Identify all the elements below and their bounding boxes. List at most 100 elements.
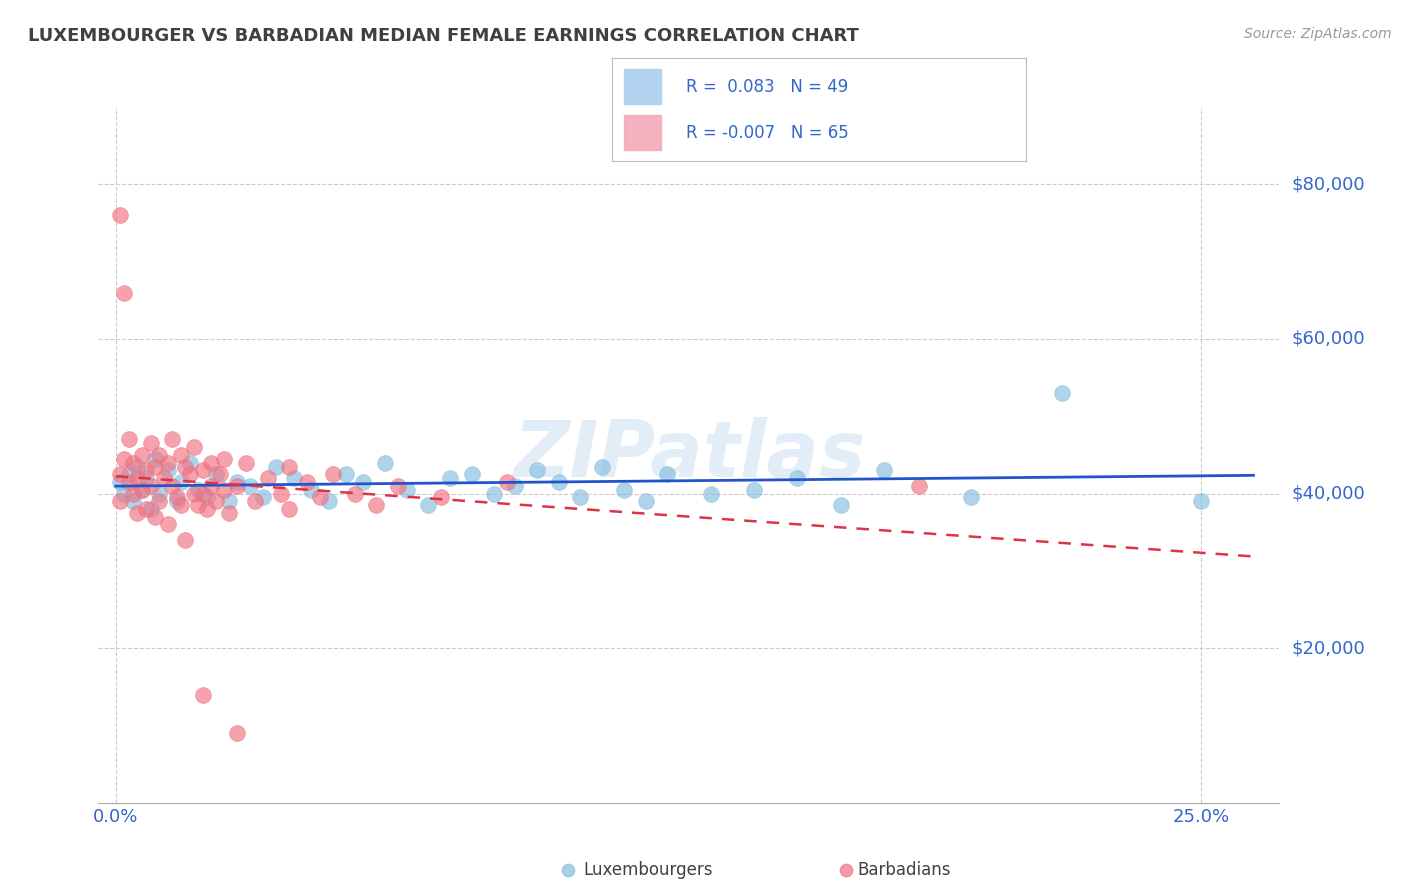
Point — [283, 471, 305, 485]
Point — [218, 494, 240, 508]
Point — [430, 491, 453, 505]
Point — [200, 456, 222, 470]
Point — [657, 467, 679, 482]
Point — [114, 285, 136, 300]
Text: Luxembourgers: Luxembourgers — [583, 861, 713, 879]
Point — [634, 494, 657, 508]
Point — [830, 498, 852, 512]
Point — [308, 491, 332, 505]
Point — [122, 486, 145, 500]
Text: $80,000: $80,000 — [1291, 176, 1365, 194]
Point — [195, 491, 218, 505]
Point — [191, 486, 214, 500]
Point — [108, 467, 131, 482]
Point — [118, 433, 141, 447]
Bar — [624, 70, 661, 104]
Point — [135, 502, 157, 516]
Point — [156, 456, 179, 470]
Point — [174, 533, 197, 547]
Point — [482, 486, 505, 500]
Point — [170, 448, 193, 462]
Point — [148, 486, 170, 500]
Point — [557, 863, 579, 877]
Point — [127, 471, 149, 485]
Point — [170, 475, 193, 489]
Point — [299, 483, 322, 497]
Point — [295, 475, 318, 489]
Point — [873, 463, 896, 477]
Point — [387, 479, 409, 493]
Text: R = -0.007   N = 65: R = -0.007 N = 65 — [686, 124, 849, 142]
Point — [495, 475, 517, 489]
Point — [183, 486, 205, 500]
Point — [208, 467, 231, 482]
Point — [195, 502, 218, 516]
Point — [742, 483, 765, 497]
Text: LUXEMBOURGER VS BARBADIAN MEDIAN FEMALE EARNINGS CORRELATION CHART: LUXEMBOURGER VS BARBADIAN MEDIAN FEMALE … — [28, 27, 859, 45]
Point — [352, 475, 374, 489]
Text: ZIPatlas: ZIPatlas — [513, 417, 865, 493]
Point — [108, 475, 131, 489]
Point — [266, 459, 288, 474]
Point — [143, 459, 166, 474]
Point — [235, 456, 257, 470]
Point — [200, 479, 222, 493]
Point — [139, 479, 162, 493]
Point — [139, 436, 162, 450]
Point — [322, 467, 344, 482]
Point — [908, 479, 931, 493]
Point — [131, 483, 153, 497]
Point — [143, 451, 166, 466]
Point — [166, 491, 188, 505]
Point — [166, 494, 188, 508]
Point — [278, 459, 301, 474]
Point — [239, 479, 262, 493]
Point — [183, 440, 205, 454]
Point — [214, 483, 236, 497]
Point — [613, 483, 636, 497]
Point — [122, 494, 145, 508]
Point — [786, 471, 808, 485]
Point — [108, 494, 131, 508]
Point — [418, 498, 440, 512]
Point — [131, 448, 153, 462]
Point — [252, 491, 274, 505]
Point — [439, 471, 461, 485]
Point — [366, 498, 388, 512]
Point — [374, 456, 396, 470]
Text: $40,000: $40,000 — [1291, 484, 1365, 502]
Point — [343, 486, 366, 500]
Point — [108, 208, 131, 222]
Point — [114, 486, 136, 500]
Point — [114, 451, 136, 466]
Point — [226, 479, 249, 493]
Point — [191, 463, 214, 477]
Point — [156, 463, 179, 477]
Text: $60,000: $60,000 — [1291, 330, 1365, 348]
Point — [1189, 494, 1212, 508]
Point — [118, 467, 141, 482]
Point — [699, 486, 721, 500]
Point — [204, 467, 226, 482]
Point — [131, 483, 153, 497]
Point — [256, 471, 278, 485]
Point — [187, 483, 209, 497]
Point — [526, 463, 548, 477]
Point — [591, 459, 613, 474]
Point — [278, 502, 301, 516]
Point — [127, 459, 149, 474]
Point — [156, 517, 179, 532]
Point — [960, 491, 983, 505]
Point — [127, 506, 149, 520]
Point — [395, 483, 418, 497]
Point — [160, 433, 183, 447]
Text: $20,000: $20,000 — [1291, 640, 1365, 657]
Point — [179, 467, 201, 482]
Text: R =  0.083   N = 49: R = 0.083 N = 49 — [686, 78, 848, 95]
Point — [461, 467, 484, 482]
Point — [179, 456, 201, 470]
Point — [160, 479, 183, 493]
Point — [170, 498, 193, 512]
Point — [135, 463, 157, 477]
Point — [143, 509, 166, 524]
